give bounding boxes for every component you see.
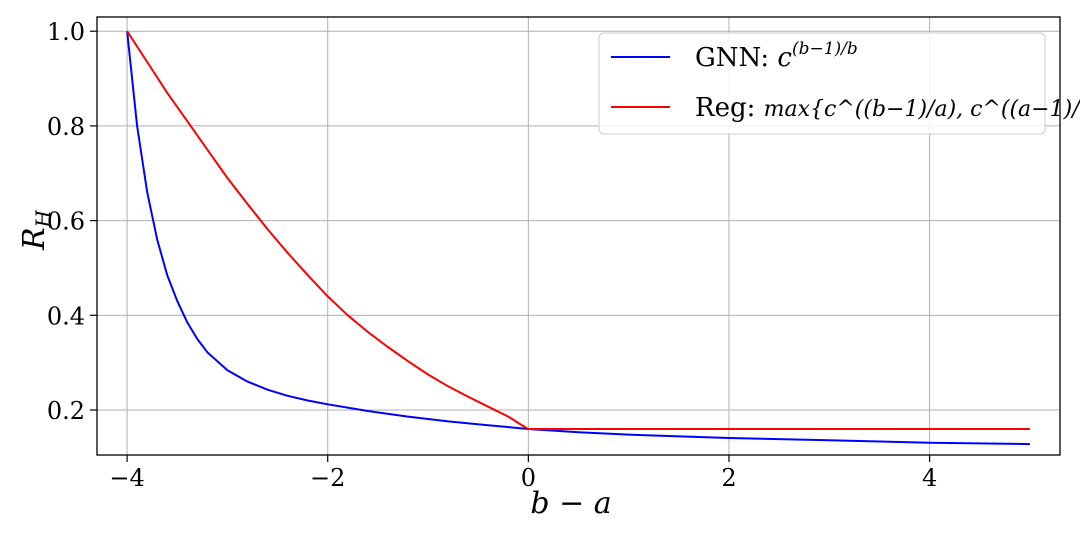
legend-gnn-sup: (b−1)/b [792,39,858,59]
x-tick-label: −2 [310,464,345,492]
x-tick-label: 0 [521,464,536,492]
legend-box [598,32,1046,135]
y-axis-label-sub: H [31,209,55,228]
tick-marks [90,30,931,462]
y-tick-label: 0.2 [47,397,85,425]
legend-reg-math: max{c^((b−1)/a), c^((a−1)/a)} [764,97,1080,122]
y-axis-label-main: R [17,227,52,251]
series-lines [126,30,1030,446]
series-line-reg [126,30,1030,430]
legend-entry-reg: Reg: max{c^((b−1)/a), c^((a−1)/a)} [695,93,1080,123]
y-tick-label: 1.0 [47,18,85,46]
legend-reg-prefix: Reg: [695,93,764,123]
x-tick-label: 2 [721,464,736,492]
legend-gnn-prefix: GNN: [695,43,777,73]
legend: GNN: c(b−1)/b Reg: max{c^((b−1)/a), c^((… [598,32,1080,135]
y-axis-label: RH [17,209,55,251]
x-axis-label: b − a [530,486,611,521]
x-tick-label: 4 [922,464,937,492]
legend-gnn-math: c [777,43,792,73]
plot-frame [96,16,1061,456]
legend-entry-gnn: GNN: c(b−1)/b [695,39,858,73]
y-tick-label: 0.4 [47,302,85,330]
y-tick-label: 0.8 [47,113,85,141]
y-tick-label: 0.6 [47,208,85,236]
svg-text:RH: RH [17,209,55,251]
series-line-gnn [126,31,1030,446]
x-tick-label: −4 [109,464,144,492]
y-tick-labels: 0.2 0.4 0.6 0.8 1.0 [47,18,85,425]
x-tick-labels: −4 −2 0 2 4 [109,464,937,492]
